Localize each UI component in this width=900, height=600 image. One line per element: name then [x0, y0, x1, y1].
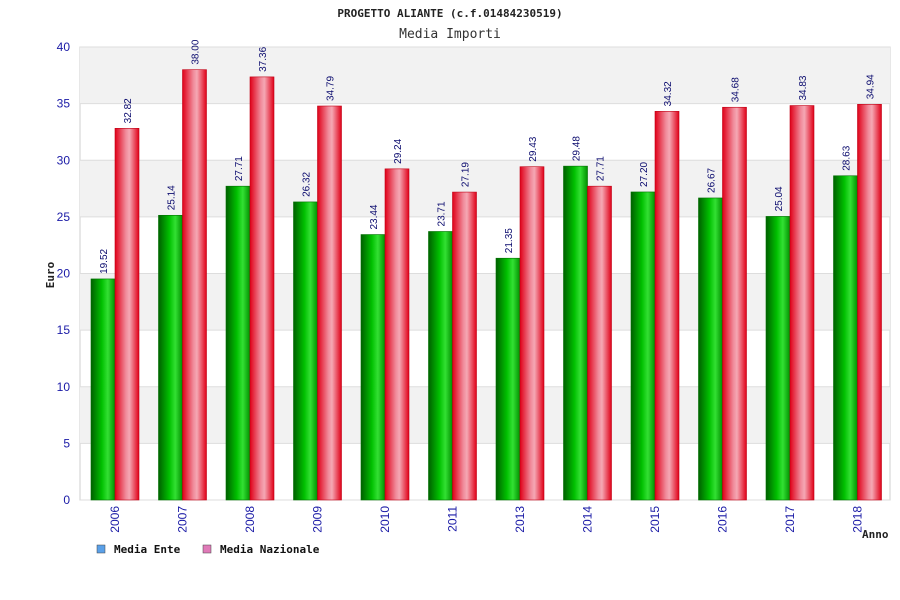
legend-swatch-media-ente	[96, 544, 106, 554]
data-label: 23.44	[369, 204, 380, 229]
bar-media-nazionale-2008	[249, 76, 275, 501]
y-tick-label: 10	[57, 380, 71, 394]
bar-media-ente-2016	[698, 197, 723, 501]
x-tick-label: 2016	[716, 506, 730, 533]
y-tick-label: 15	[57, 323, 71, 337]
data-label: 38.00	[191, 39, 202, 64]
data-label: 27.71	[596, 156, 607, 181]
x-tick-label: 2015	[648, 506, 662, 533]
bar-media-ente-2007	[158, 214, 183, 501]
data-label: 27.20	[639, 161, 650, 186]
x-tick-label: 2008	[243, 506, 257, 533]
chart-subtitle: Media Importi	[399, 27, 501, 42]
data-labels: 19.52 32.82 25.14 38.00 27.71 37.36 26.32 34.79…	[99, 39, 877, 274]
y-axis-label: Euro	[44, 261, 57, 288]
x-axis-ticks: 2006 2007 2008 2009 2010 2011 2013 2014 2015 2016…	[108, 506, 865, 533]
bar-media-ente-2014	[563, 165, 588, 501]
x-tick-label: 2010	[378, 506, 392, 533]
x-tick-label: 2017	[783, 506, 797, 533]
legend-label-media-ente: Media Ente	[114, 543, 181, 556]
bar-media-nazionale-2006	[114, 128, 140, 501]
x-tick-label: 2014	[581, 506, 595, 533]
grid-band	[80, 160, 890, 217]
bar-media-ente-2008	[225, 185, 251, 501]
data-label: 34.83	[798, 75, 809, 100]
data-label: 26.32	[302, 171, 313, 196]
x-tick-label: 2007	[176, 506, 190, 533]
bar-media-ente-2011	[428, 231, 453, 501]
grid-lines	[80, 46, 890, 501]
x-tick-label: 2011	[446, 506, 460, 532]
data-label: 29.48	[572, 136, 583, 161]
data-label: 27.71	[234, 156, 245, 181]
legend-swatch-media-nazionale	[202, 544, 212, 554]
data-label: 25.04	[774, 186, 785, 211]
grid-band	[80, 386, 890, 444]
data-label: 29.24	[393, 138, 404, 163]
y-tick-label: 20	[57, 267, 71, 281]
bar-media-ente-2010	[360, 234, 386, 501]
bar-media-ente-2017	[765, 216, 791, 501]
bars	[90, 69, 882, 501]
data-label: 34.68	[731, 77, 742, 102]
data-label: 34.32	[663, 81, 674, 106]
x-tick-label: 2009	[311, 506, 325, 533]
data-label: 21.35	[504, 228, 515, 253]
bar-media-nazionale-2011	[452, 191, 477, 501]
data-label: 26.67	[707, 167, 718, 192]
grid-band	[80, 273, 890, 331]
data-label: 34.79	[326, 76, 337, 101]
x-tick-label: 2013	[513, 506, 527, 533]
y-tick-label: 5	[63, 436, 70, 450]
bar-media-nazionale-2013	[519, 166, 545, 501]
x-axis-label: Anno	[862, 528, 889, 541]
bar-media-nazionale-2016	[722, 106, 747, 501]
x-tick-label: 2018	[851, 506, 865, 533]
data-label: 28.63	[842, 145, 853, 170]
data-label: 34.94	[866, 74, 877, 99]
bar-media-nazionale-2018	[857, 104, 882, 501]
data-label: 32.82	[123, 98, 134, 123]
y-axis-ticks: 0 5 10 15 20 25 30 35 40	[57, 40, 71, 507]
x-tick-label: 2006	[108, 506, 122, 533]
bar-media-ente-2018	[833, 175, 858, 501]
bar-media-nazionale-2014	[587, 185, 612, 501]
bar-media-nazionale-2017	[789, 105, 815, 501]
bar-media-nazionale-2007	[182, 69, 207, 501]
y-tick-label: 35	[57, 97, 71, 111]
y-tick-label: 40	[57, 40, 71, 54]
bar-media-nazionale-2010	[384, 168, 410, 501]
bar-media-ente-2013	[495, 257, 521, 501]
legend: Media Ente Media Nazionale	[96, 543, 320, 556]
y-tick-label: 25	[57, 210, 71, 224]
bar-media-ente-2015	[630, 191, 656, 501]
data-label: 29.43	[528, 136, 539, 161]
bar-media-ente-2009	[293, 201, 318, 501]
y-tick-label: 30	[57, 153, 71, 167]
chart-title: PROGETTO ALIANTE (c.f.01484230519)	[337, 7, 562, 20]
data-label: 19.52	[99, 248, 110, 273]
grid-band	[80, 47, 890, 104]
bar-media-ente-2006	[90, 278, 116, 501]
y-tick-label: 0	[63, 493, 70, 507]
data-label: 23.71	[437, 201, 448, 226]
data-label: 37.36	[258, 46, 269, 71]
legend-label-media-nazionale: Media Nazionale	[220, 543, 320, 556]
data-label: 25.14	[167, 185, 178, 210]
bar-media-nazionale-2009	[317, 105, 342, 501]
bar-media-nazionale-2015	[654, 111, 680, 501]
data-label: 27.19	[461, 162, 472, 187]
